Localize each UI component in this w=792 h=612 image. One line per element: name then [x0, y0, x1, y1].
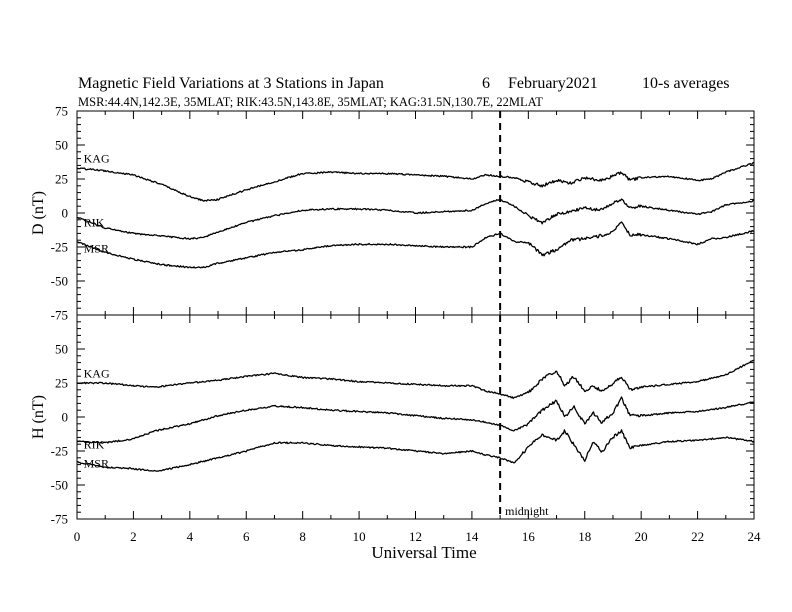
x-tick-label: 10	[353, 529, 366, 544]
x-tick-label: 16	[522, 529, 536, 544]
y-tick-label: -75	[51, 308, 68, 323]
series-label-msr: MSR	[84, 456, 109, 470]
x-axis-label: Universal Time	[371, 543, 476, 562]
series-label-msr: MSR	[84, 241, 109, 255]
y-tick-label: 50	[55, 138, 68, 153]
y-axis-label-panel-1: D (nT)	[30, 191, 47, 235]
plot-layer: 75 50 25 0 -25 -50 -75 D (nT) KAG RIK MSR 50 25 0 -25 -…	[30, 104, 761, 545]
series-line-kag	[76, 161, 755, 202]
series-line-msr	[76, 429, 755, 472]
x-tick-label: 6	[243, 529, 250, 544]
series-line-kag	[76, 359, 755, 400]
y-tick-label: -75	[51, 512, 68, 527]
series-label-kag: KAG	[84, 367, 110, 381]
series-label-rik: RIK	[84, 437, 105, 451]
x-tick-label: 4	[187, 529, 194, 544]
y-tick-label: 0	[62, 410, 69, 425]
x-tick-label: 0	[74, 529, 81, 544]
series-label-rik: RIK	[84, 216, 105, 230]
chart-title: Magnetic Field Variations at 3 Stations …	[78, 75, 730, 92]
x-tick-label: 12	[409, 529, 422, 544]
y-tick-label: 25	[55, 172, 68, 187]
y-tick-label: -50	[51, 478, 68, 493]
panel-frame-2	[76, 314, 755, 520]
chart-title-day: 6	[482, 75, 490, 92]
chart-title-averaging: 10-s averages	[642, 75, 730, 92]
chart-title-main: Magnetic Field Variations at 3 Stations …	[78, 75, 384, 92]
midnight-marker-label: midnight	[505, 504, 549, 518]
x-tick-label: 24	[748, 529, 762, 544]
y-tick-label: -25	[51, 240, 68, 255]
chart-subtitle: MSR:44.4N,142.3E, 35MLAT; RIK:43.5N,143.…	[78, 95, 543, 109]
y-tick-label: 75	[55, 104, 68, 119]
y-tick-label: 25	[55, 376, 68, 391]
series-line-msr	[76, 221, 755, 269]
y-tick-label: 50	[55, 342, 68, 357]
x-tick-label: 8	[299, 529, 306, 544]
x-tick-label: 14	[465, 529, 479, 544]
y-axis-label-panel-2: H (nT)	[30, 395, 47, 439]
series-line-rik	[76, 396, 755, 444]
chart-title-month-year: February2021	[508, 75, 598, 92]
x-tick-label: 2	[130, 529, 137, 544]
y-tick-label: -25	[51, 444, 68, 459]
y-tick-label: -50	[51, 274, 68, 289]
x-tick-label: 22	[691, 529, 704, 544]
series-line-rik	[76, 198, 755, 240]
y-tick-label: 0	[62, 206, 69, 221]
series-label-kag: KAG	[84, 152, 110, 166]
x-tick-label: 18	[578, 529, 591, 544]
x-tick-label: 20	[635, 529, 648, 544]
